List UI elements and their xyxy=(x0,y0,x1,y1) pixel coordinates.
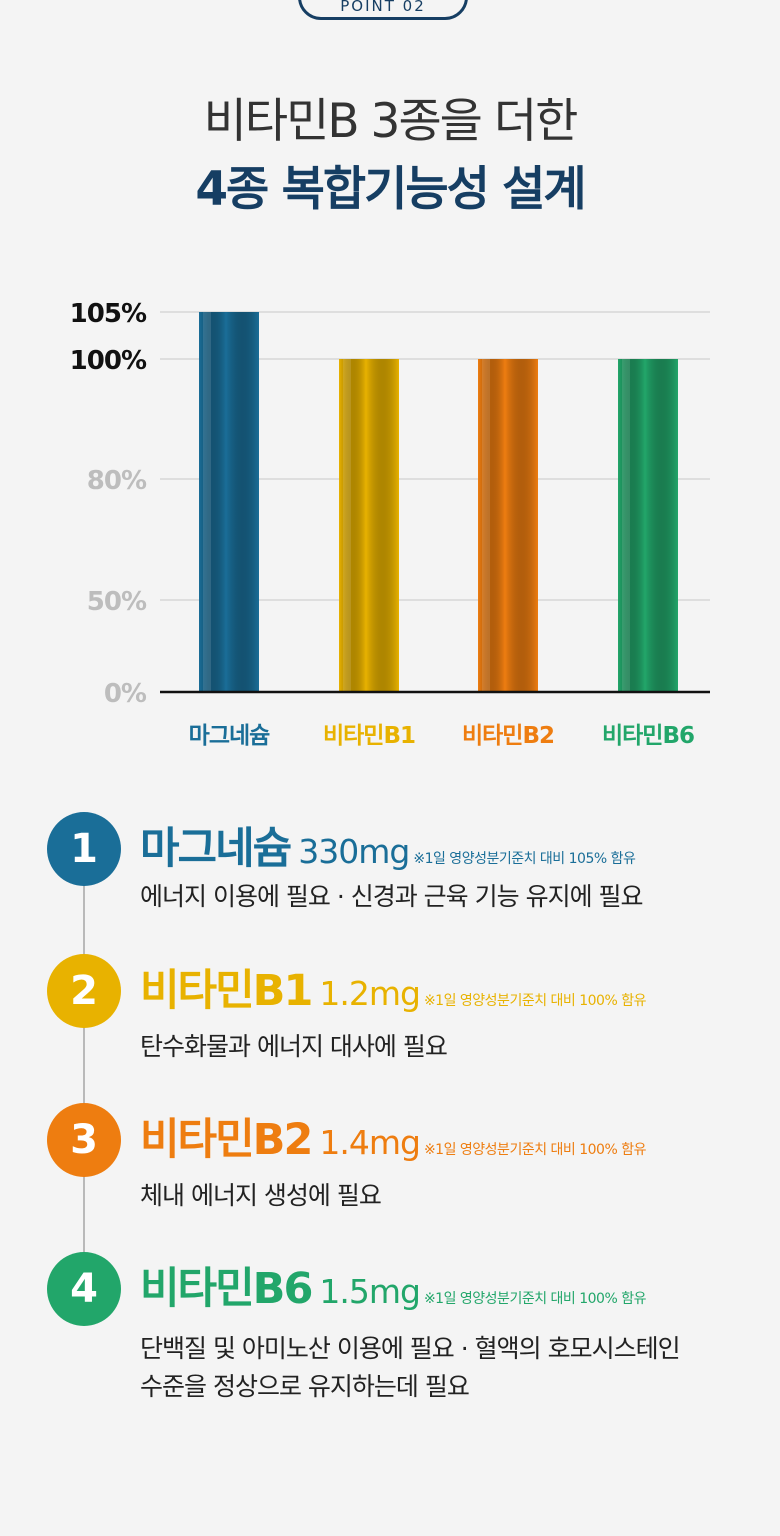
list-connector-line xyxy=(83,880,85,1280)
item-name: 비타민B1 xyxy=(140,966,313,1016)
y-tick-label: 50% xyxy=(87,587,147,617)
x-tick-label: 비타민B6 xyxy=(602,723,694,749)
y-tick-label: 0% xyxy=(104,679,147,709)
item-description: 단백질 및 아미노산 이용에 필요 · 혈액의 호모시스테인 xyxy=(140,1334,681,1363)
item-note: ※1일 영양성분기준치 대비 100% 함유 xyxy=(423,1142,647,1158)
x-tick-label: 비타민B2 xyxy=(462,723,554,749)
item-description: 체내 에너지 생성에 필요 xyxy=(140,1181,382,1210)
title-line-2: 4종 복합기능성 설계 xyxy=(195,162,586,217)
y-tick-label: 105% xyxy=(70,299,147,329)
bar-highlight xyxy=(343,359,351,692)
item-header: 비타민B1 1.2mg ※1일 영양성분기준치 대비 100% 함유 xyxy=(140,956,646,1018)
number-badge: 3 xyxy=(47,1103,121,1177)
bar-shade xyxy=(618,359,678,692)
item-dose: 1.4mg xyxy=(319,1123,421,1162)
item-note: ※1일 영양성분기준치 대비 100% 함유 xyxy=(423,1291,647,1307)
item-dose: 330mg xyxy=(298,832,410,871)
bar-highlight xyxy=(203,312,211,692)
title-line-1: 비타민B 3종을 더한 xyxy=(203,94,579,149)
bar-shade xyxy=(339,359,399,692)
item-description: 에너지 이용에 필요 · 신경과 근육 기능 유지에 필요 xyxy=(140,882,644,911)
y-tick-label: 100% xyxy=(70,346,147,376)
bar-highlight xyxy=(482,359,490,692)
number-badge: 4 xyxy=(47,1252,121,1326)
item-description-line-2: 수준을 정상으로 유지하는데 필요 xyxy=(140,1372,470,1401)
number-badge: 2 xyxy=(47,954,121,1028)
item-header: 비타민B6 1.5mg ※1일 영양성분기준치 대비 100% 함유 xyxy=(140,1254,646,1316)
y-tick-label: 80% xyxy=(87,466,147,496)
item-name: 마그네슘 xyxy=(140,824,292,874)
point-badge: POINT 02 xyxy=(298,0,468,20)
x-tick-label: 비타민B1 xyxy=(323,723,415,749)
number-badge: 1 xyxy=(47,812,121,886)
bar-highlight xyxy=(622,359,630,692)
item-note: ※1일 영양성분기준치 대비 100% 함유 xyxy=(423,993,647,1009)
item-dose: 1.2mg xyxy=(319,974,421,1013)
x-tick-label: 마그네슘 xyxy=(189,723,270,749)
item-header: 마그네슘 330mg ※1일 영양성분기준치 대비 105% 함유 xyxy=(140,814,636,876)
item-description: 탄수화물과 에너지 대사에 필요 xyxy=(140,1032,448,1061)
item-dose: 1.5mg xyxy=(319,1272,421,1311)
item-header: 비타민B2 1.4mg ※1일 영양성분기준치 대비 100% 함유 xyxy=(140,1105,646,1167)
item-name: 비타민B6 xyxy=(140,1264,313,1314)
item-name: 비타민B2 xyxy=(140,1115,313,1165)
bar-chart: 0% 50% 80% 100% 105% 마그네슘 비타민B1 비타민B2 비타민B6 xyxy=(70,299,710,749)
bar-shade xyxy=(199,312,259,692)
bar-shade xyxy=(478,359,538,692)
item-note: ※1일 영양성분기준치 대비 105% 함유 xyxy=(413,851,636,867)
